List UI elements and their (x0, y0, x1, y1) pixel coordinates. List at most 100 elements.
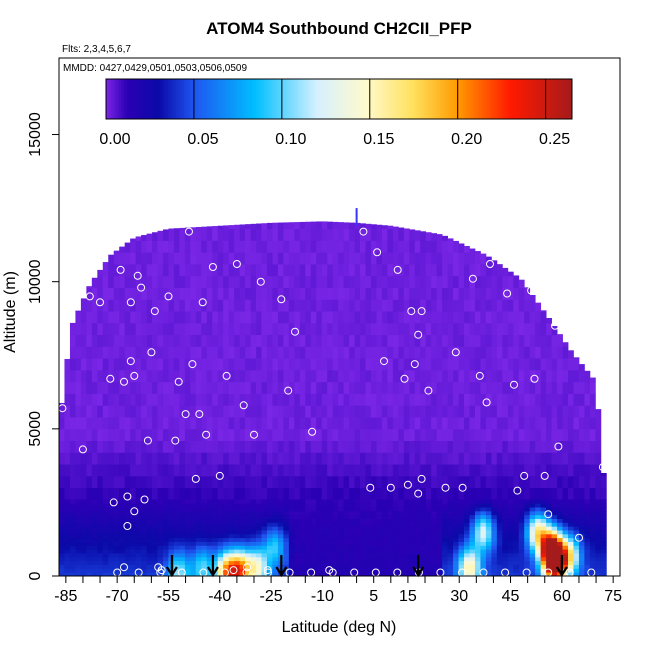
field-cell (201, 334, 208, 347)
field-cell (595, 572, 602, 577)
field-cell (338, 222, 344, 230)
field-cell (442, 510, 448, 516)
field-cell (491, 556, 498, 562)
field-cell (141, 518, 147, 523)
field-cell (168, 346, 175, 359)
field-cell (283, 358, 290, 371)
field-cell (425, 322, 432, 336)
field-cell (403, 252, 410, 265)
field-cell (464, 311, 470, 324)
field-cell (551, 393, 558, 406)
field-cell (327, 510, 334, 516)
field-cell (316, 275, 323, 288)
field-cell (546, 499, 552, 504)
field-cell (272, 311, 279, 324)
field-cell (507, 549, 514, 554)
field-cell (119, 311, 126, 324)
field-cell (321, 556, 328, 562)
field-cell (113, 452, 120, 465)
field-cell (332, 510, 339, 516)
field-cell (507, 405, 514, 418)
field-cell (272, 530, 279, 535)
field-cell (195, 537, 202, 542)
field-cell (157, 417, 164, 430)
field-cell (108, 553, 115, 558)
field-cell (75, 417, 82, 430)
colorbar-segment (173, 79, 177, 119)
field-cell (562, 440, 569, 453)
x-tick-label: -25 (260, 588, 283, 605)
field-cell (540, 533, 547, 539)
flight-arrow-head (555, 566, 568, 578)
field-cell (135, 299, 142, 312)
field-cell (562, 381, 569, 394)
field-cell (332, 503, 339, 508)
colorbar-segment (546, 79, 550, 119)
field-cell (502, 417, 509, 430)
field-cell (59, 568, 65, 573)
colorbar-segment (204, 79, 208, 119)
field-cell (354, 530, 361, 535)
colorbar-segment (116, 79, 120, 119)
field-cell (431, 522, 438, 527)
field-cell (316, 322, 323, 336)
field-cell (162, 549, 169, 554)
colorbar-segment (217, 79, 221, 119)
field-cell (442, 452, 448, 465)
field-cell (162, 452, 169, 465)
sample-point (510, 380, 518, 389)
field-cell (173, 393, 180, 406)
field-cell (173, 510, 180, 516)
field-cell (299, 503, 306, 508)
field-cell (124, 346, 131, 359)
field-cell (485, 518, 492, 523)
field-cell (480, 405, 487, 418)
field-cell (436, 252, 443, 265)
field-cell (80, 334, 87, 347)
field-cell (524, 503, 531, 508)
field-cell (431, 556, 438, 562)
field-cell (370, 549, 377, 554)
field-cell (179, 464, 186, 477)
field-cell (321, 311, 328, 324)
colorbar-segment (411, 79, 415, 119)
field-cell (562, 530, 569, 535)
field-cell (201, 507, 208, 512)
field-cell (80, 507, 87, 512)
field-cell (80, 311, 87, 324)
field-cell (283, 222, 290, 230)
field-cell (551, 537, 558, 542)
field-cell (190, 503, 197, 508)
field-cell (288, 507, 295, 512)
field-cell (474, 568, 481, 573)
field-cell (152, 556, 158, 562)
field-cell (250, 507, 257, 512)
field-cell (540, 358, 547, 371)
field-cell (75, 499, 82, 504)
field-cell (524, 522, 531, 527)
field-cell (97, 475, 104, 489)
field-cell (173, 428, 180, 442)
field-cell (272, 393, 279, 406)
field-cell (474, 358, 481, 371)
field-cell (239, 240, 246, 253)
field-cell (228, 526, 235, 531)
field-cell (502, 572, 509, 577)
field-cell (447, 417, 454, 430)
field-cell (168, 240, 175, 253)
field-cell (228, 405, 235, 418)
field-cell (485, 507, 492, 512)
field-cell (157, 369, 164, 383)
field-cell (496, 541, 503, 546)
field-cell (135, 236, 142, 241)
field-cell (349, 428, 355, 442)
field-cell (338, 381, 344, 394)
field-cell (540, 322, 547, 336)
field-cell (288, 405, 295, 418)
field-cell (365, 440, 372, 453)
field-cell (59, 428, 65, 442)
field-cell (234, 311, 241, 324)
field-cell (245, 299, 251, 312)
field-cell (141, 405, 147, 418)
field-cell (86, 452, 93, 465)
